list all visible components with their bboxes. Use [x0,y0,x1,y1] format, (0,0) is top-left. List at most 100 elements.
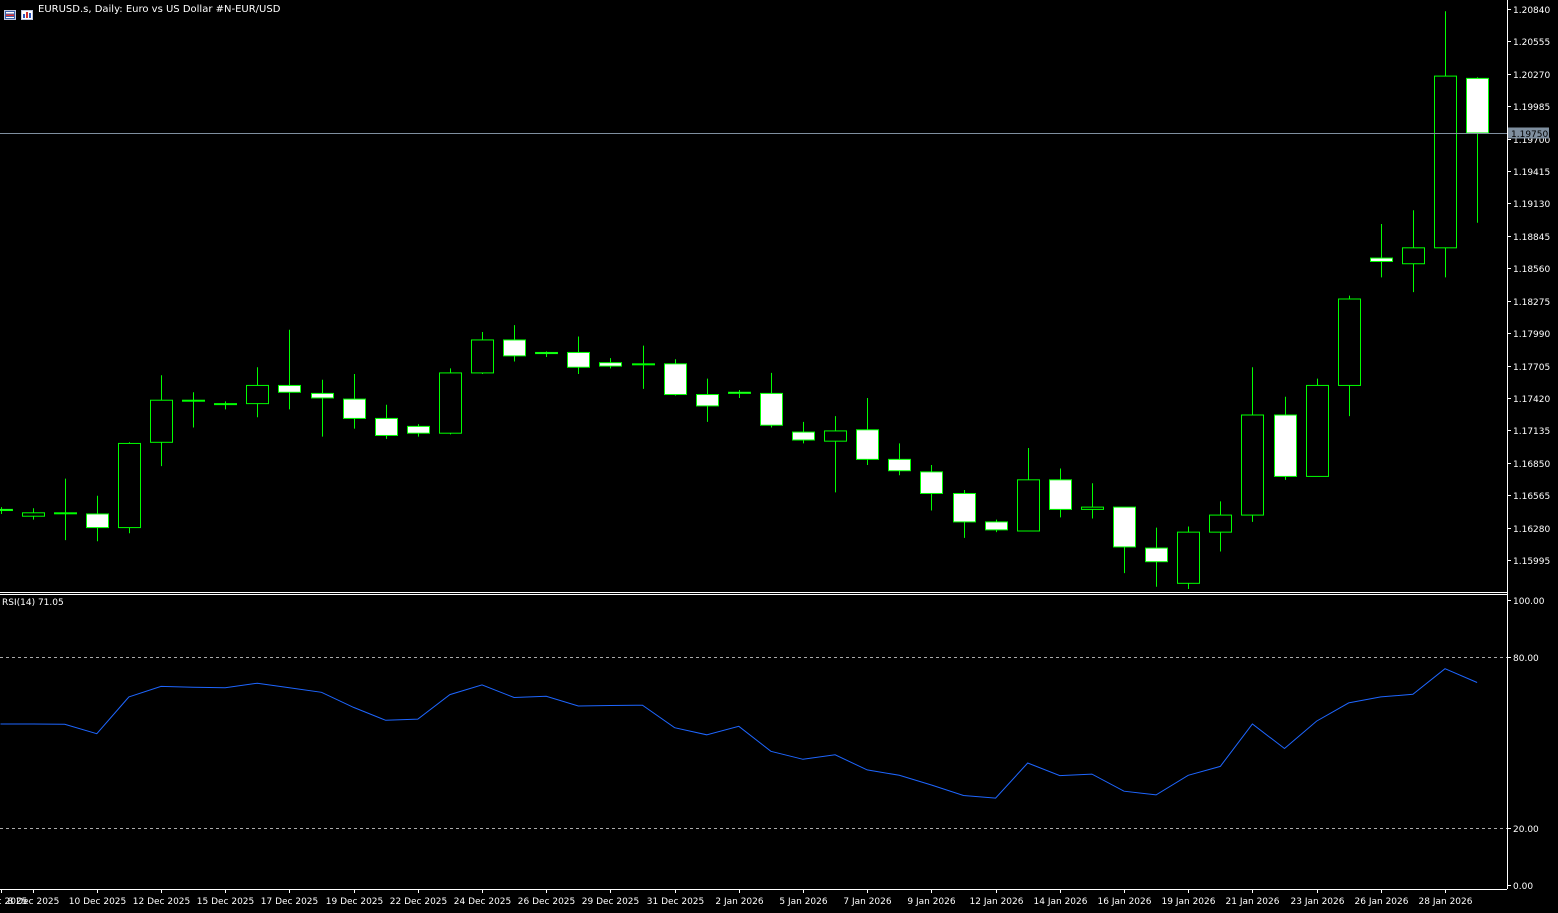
candle [22,508,45,520]
candle-body [567,351,590,368]
candle-body [1145,547,1168,563]
candle [920,465,943,511]
price-pane[interactable]: 1.20840 1.20555 1.20270 1.19985 1.19700 1.194… [0,0,1550,889]
candle [1113,506,1136,574]
candle-body [439,372,462,434]
candle [118,442,141,534]
candle-body [535,351,558,355]
candle-body [1402,247,1425,265]
y-tick-label: 1.18845 [1513,233,1550,243]
candle [1466,77,1489,223]
x-tick-label: 19 Dec 2025 [326,897,384,907]
candle [1274,396,1297,480]
x-tick-label: 28 Jan 2026 [1419,897,1473,907]
candle-body [1306,384,1329,477]
candle-body [343,398,366,419]
candle-body [1177,531,1200,584]
candle-body [118,442,141,529]
charts-menu-icon[interactable] [4,5,16,20]
y-tick-label: 1.19985 [1513,103,1550,113]
candle [0,507,13,514]
candle-body [760,392,783,426]
candle-body [1049,479,1072,510]
candle-body [54,512,77,515]
candle [696,378,719,422]
x-tick-label: 24 Dec 2025 [454,897,512,907]
bid-price-tag [1508,127,1549,139]
y-tick-label: 1.16565 [1513,492,1550,502]
y-tick-label: 1.16280 [1513,525,1550,535]
candle-body [1370,257,1393,262]
y-tick-label: 1.19700 [1513,136,1550,146]
y-tick-label: 1.17135 [1513,427,1550,437]
candle-body [824,430,847,442]
x-tick-label: 16 Jan 2026 [1098,897,1152,907]
x-tick-label: 15 Dec 2025 [197,897,255,907]
candle [985,519,1008,533]
candle [54,478,77,541]
x-tick-label: 19 Jan 2026 [1162,897,1216,907]
candle-body [1338,298,1361,386]
candle [214,401,237,410]
candle-body [728,391,751,394]
candle-body [856,429,879,460]
candle-body [311,392,334,399]
candle [824,416,847,493]
candle-body [182,399,205,402]
candle [567,336,590,375]
candle-body [920,471,943,494]
x-tick-label: 17 Dec 2025 [261,897,319,907]
candle-body [953,492,976,523]
x-tick-label: 29 Dec 2025 [582,897,640,907]
candle-body [1466,77,1489,134]
x-tick-label: 12 Dec 2025 [133,897,191,907]
candle [246,367,269,418]
candle-body [1017,479,1040,532]
rsi-line [0,668,1478,799]
y-tick-label: 1.20840 [1513,6,1550,16]
candle-body [503,339,526,357]
y-tick-label: 1.18275 [1513,298,1550,308]
candle [1081,483,1104,519]
candle [1306,378,1329,477]
y-tick-label: 1.18560 [1513,265,1550,275]
x-tick-label: 10 Dec 2025 [69,897,127,907]
y-tick-label: 1.19415 [1513,168,1550,178]
candle-body [1081,506,1104,510]
candle [953,490,976,538]
candle [407,424,430,437]
x-tick-label: 12 Jan 2026 [970,897,1024,907]
rsi-y-tick-label: 80.00 [1513,654,1539,664]
candle [632,345,655,389]
candle [1370,223,1393,278]
y-tick-label: 1.17705 [1513,363,1550,373]
x-tick-label: 8 Dec 2025 [8,897,60,907]
candle-body [214,403,237,406]
x-tick-label: 26 Dec 2025 [518,897,576,907]
y-tick-label: 1.16850 [1513,460,1550,470]
candle [343,374,366,429]
chart-title-bar: EURUSD.s, Daily: Euro vs US Dollar #N-EU… [4,3,280,20]
candle-body [792,431,815,441]
candle [182,392,205,428]
candle [888,443,911,476]
y-tick-label: 1.20270 [1513,71,1550,81]
y-tick-label: 1.19130 [1513,200,1550,210]
candle [471,331,494,375]
candle [311,379,334,437]
candle-body [1434,75,1457,249]
candle [792,421,815,444]
chart-window-icon[interactable] [21,5,33,20]
y-tick-label: 1.20555 [1513,38,1550,48]
candle-body [86,513,109,529]
candle [150,375,173,467]
x-tick-label: 21 Jan 2026 [1226,897,1280,907]
candle [599,358,622,369]
candle [1241,367,1264,522]
y-tick-label: 1.15995 [1513,557,1550,567]
rsi-pane[interactable]: 100.00 80.00 20.00 0.00 [0,597,1545,892]
candle [856,397,879,466]
